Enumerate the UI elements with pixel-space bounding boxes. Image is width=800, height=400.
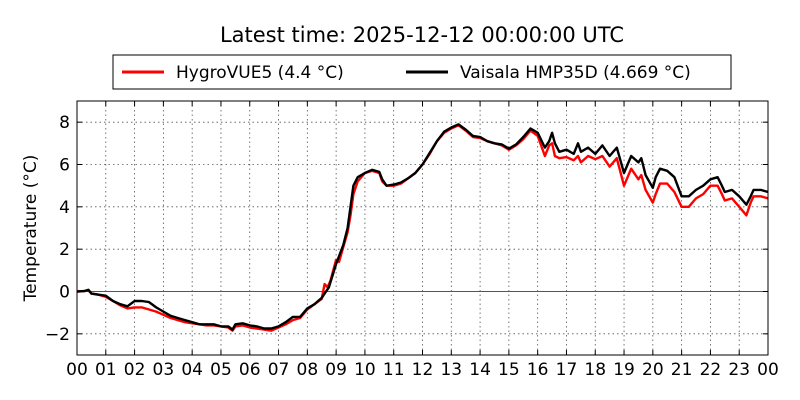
y-tick-label: 6 (59, 156, 70, 176)
series-layer (76, 123, 769, 332)
x-tick-label: 05 (210, 360, 232, 380)
x-tick-label: 04 (181, 360, 203, 380)
x-tick-label: 07 (268, 360, 290, 380)
y-axis-label: Temperature (°C) (21, 155, 41, 303)
x-tick-label: 02 (124, 360, 146, 380)
x-tick-label: 19 (613, 360, 635, 380)
x-tick-label: 00 (66, 360, 88, 380)
series-line-1 (76, 123, 769, 331)
x-tick-label: 11 (383, 360, 405, 380)
legend-label-vaisala: Vaisala HMP35D (4.669 °C) (460, 63, 691, 83)
y-tick-label: −2 (45, 325, 70, 345)
y-tick-label: 4 (59, 198, 70, 218)
x-tick-label: 22 (700, 360, 722, 380)
x-tick-label: 17 (556, 360, 578, 380)
x-tick-label: 13 (440, 360, 462, 380)
x-tick-label: 01 (95, 360, 117, 380)
x-tick-label: 21 (671, 360, 693, 380)
legend: HygroVUE5 (4.4 °C) Vaisala HMP35D (4.669… (112, 54, 732, 90)
x-tick-label: 00 (757, 360, 779, 380)
x-tick-label: 03 (153, 360, 175, 380)
x-tick-label: 18 (584, 360, 606, 380)
y-tick-label: 0 (59, 283, 70, 303)
x-tick-label: 16 (527, 360, 549, 380)
y-tick-label: 8 (59, 113, 70, 133)
x-tick-label: 06 (239, 360, 261, 380)
x-tick-label: 14 (469, 360, 491, 380)
x-tick-label: 08 (297, 360, 319, 380)
x-tick-label: 12 (412, 360, 434, 380)
y-axis: −2 0 2 4 6 8 (45, 113, 768, 345)
chart-title: Latest time: 2025-12-12 00:00:00 UTC (220, 23, 624, 47)
x-axis: 00 01 02 03 04 05 06 07 08 09 10 11 12 13 14 15 16 17 18 19… (66, 101, 779, 380)
x-tick-label: 15 (498, 360, 520, 380)
x-tick-label: 09 (325, 360, 347, 380)
x-tick-label: 10 (354, 360, 376, 380)
legend-label-hygrovue5: HygroVUE5 (4.4 °C) (176, 63, 344, 83)
x-tick-label: 23 (728, 360, 750, 380)
y-tick-label: 2 (59, 240, 70, 260)
x-tick-label: 20 (642, 360, 664, 380)
